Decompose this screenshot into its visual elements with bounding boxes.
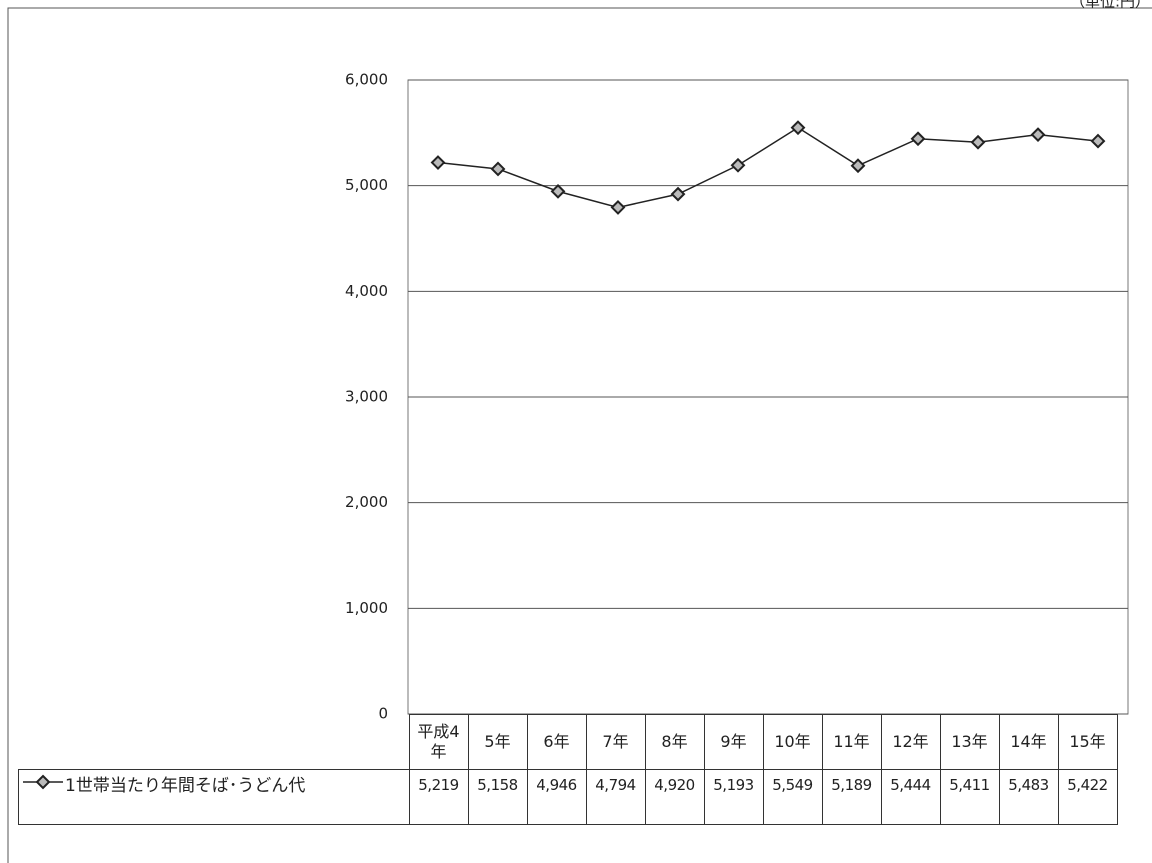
series-line [437,126,1099,209]
chart-frame [7,7,1152,863]
marker [850,158,866,174]
x-tick-label: 10年 [762,714,823,770]
x-tick-label: 7年 [585,714,646,770]
value-label: 4,946 [526,769,587,825]
value-label: 4,920 [644,769,705,825]
x-tick-label: 平成4年 [408,714,469,770]
value-label: 5,219 [408,769,469,825]
x-tick-label: 8年 [644,714,705,770]
marker [430,155,446,170]
y-tick-label: 2,000 [345,493,388,511]
value-label: 5,158 [467,769,528,825]
y-tick-label: 1,000 [345,599,388,617]
marker [910,131,926,147]
legend-marker [35,774,51,790]
legend-label: 1世帯当たり年間そば･うどん代 [65,776,306,796]
y-tick-label: 0 [378,705,388,723]
value-label: 5,549 [762,769,823,825]
marker [970,134,986,150]
x-tick-label: 5年 [467,714,528,770]
marker [730,157,746,173]
x-tick-label: 14年 [998,714,1059,770]
unit-note: （単位:円） [1070,0,1150,11]
corner-cell [18,714,410,770]
marker [790,120,806,136]
marker [610,200,626,215]
x-tick-label: 9年 [703,714,764,770]
x-tick-label: 13年 [939,714,1000,770]
x-tick-label: 6年 [526,714,587,770]
x-tick-label: 11年 [821,714,882,770]
value-label: 5,444 [880,769,941,825]
value-label: 5,411 [939,769,1000,825]
value-label: 5,189 [821,769,882,825]
marker [670,186,686,202]
marker [1090,133,1106,149]
marker [550,183,566,199]
marker [490,161,506,177]
legend-cell: 1世帯当たり年間そば･うどん代 [18,769,410,825]
y-tick-label: 3,000 [345,388,388,406]
value-label: 4,794 [585,769,646,825]
y-tick-label: 6,000 [345,71,388,89]
x-tick-label: 15年 [1057,714,1118,770]
marker [1030,127,1046,143]
x-tick-label: 12年 [880,714,941,770]
legend-swatch [23,774,63,790]
y-tick-label: 4,000 [345,282,388,300]
value-label: 5,193 [703,769,764,825]
value-label: 5,483 [998,769,1059,825]
data-table: 平成4年 5年 6年 7年 8年 9年 10年 11年 12年 13年 14年 15年 1世帯当たり年間… [18,714,1118,825]
y-tick-label: 5,000 [345,176,388,194]
value-label: 5,422 [1057,769,1118,825]
value-row: 1世帯当たり年間そば･うどん代 5,219 5,158 4,946 4,794 4,920… [18,769,1118,825]
category-row: 平成4年 5年 6年 7年 8年 9年 10年 11年 12年 13年 14年 15年 [18,714,1118,770]
